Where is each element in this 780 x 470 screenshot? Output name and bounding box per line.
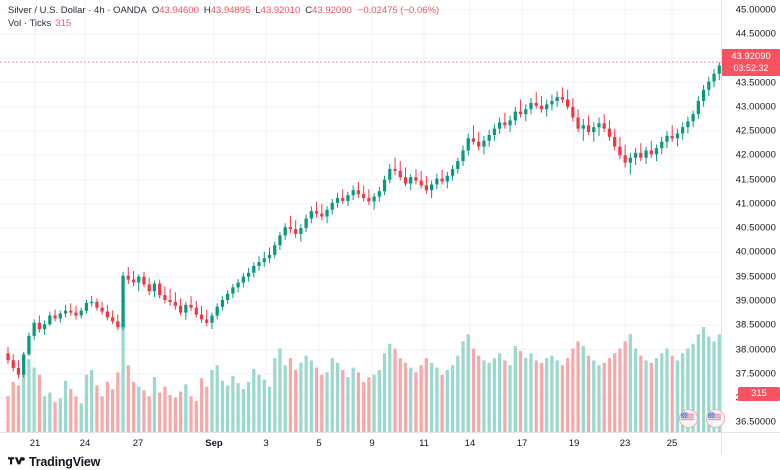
- price-axis-label: 43.50000: [735, 77, 776, 88]
- chart-plot-area[interactable]: [0, 0, 722, 432]
- price-axis-label: 44.50000: [735, 28, 776, 40]
- economic-event-flag-icon[interactable]: [706, 409, 725, 428]
- time-axis-label: Sep: [205, 438, 223, 449]
- time-axis[interactable]: 21 24 27 Sep 3 5 9 11 14 17 19 23 25: [0, 432, 722, 455]
- footer-bar: [0, 454, 780, 470]
- time-axis-label: 5: [316, 438, 322, 449]
- price-axis-label: 41.00000: [735, 198, 776, 210]
- time-axis-label: 19: [568, 438, 580, 449]
- time-axis-label: 9: [369, 438, 375, 449]
- price-axis-label: 38.50000: [735, 319, 776, 331]
- price-axis-label: 45.00000: [735, 4, 776, 16]
- tradingview-logo[interactable]: TradingView: [8, 455, 100, 469]
- price-axis-label: 39.00000: [735, 295, 776, 307]
- time-axis-label: 25: [666, 438, 678, 449]
- time-axis-label: 23: [619, 438, 631, 449]
- current-price-value: 43.92090: [731, 51, 771, 63]
- price-axis-label: 38.00000: [735, 344, 776, 355]
- time-axis-label: 11: [419, 438, 429, 449]
- tradingview-mark-icon: [8, 456, 25, 464]
- price-axis-label: 40.50000: [735, 222, 776, 234]
- price-axis-label: 41.50000: [735, 174, 776, 186]
- price-axis-label: 42.00000: [735, 149, 776, 161]
- time-axis-label: 3: [263, 438, 269, 449]
- chart-canvas: [0, 0, 722, 432]
- current-volume-tag[interactable]: 315: [738, 387, 780, 402]
- price-axis-label: 40.00000: [735, 246, 776, 258]
- price-axis-label: 37.50000: [735, 368, 776, 380]
- bar-countdown: 03:52:32: [733, 62, 769, 73]
- axis-corner: [721, 432, 780, 455]
- price-axis[interactable]: 45.0000044.5000044.0000043.5000043.00000…: [721, 0, 780, 432]
- time-axis-label: 24: [79, 438, 91, 449]
- current-price-tag[interactable]: 43.92090 03:52:32: [722, 49, 780, 77]
- price-axis-label: 42.50000: [735, 125, 776, 137]
- time-axis-label: 14: [464, 438, 476, 449]
- price-axis-label: 39.50000: [735, 271, 776, 283]
- tradingview-wordmark: TradingView: [29, 455, 101, 469]
- time-axis-label: 21: [29, 438, 41, 449]
- economic-event-flag-icon[interactable]: [679, 409, 698, 428]
- price-axis-label: 36.50000: [735, 416, 776, 428]
- time-axis-label: 17: [516, 438, 528, 449]
- price-axis-label: 43.00000: [735, 101, 776, 113]
- time-axis-label: 27: [132, 438, 144, 449]
